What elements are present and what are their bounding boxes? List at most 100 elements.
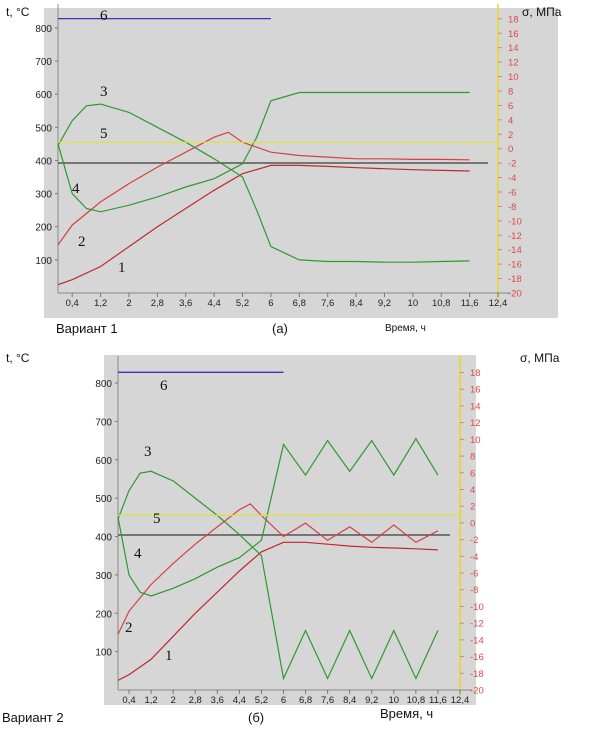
footer-panel-letter: (б) <box>248 710 264 725</box>
x-tick-label: 3,6 <box>211 695 224 706</box>
x-tick-label: 1,2 <box>94 298 107 309</box>
x-tick-label: 10,8 <box>407 695 426 706</box>
x-tick-label: 11,6 <box>429 695 447 706</box>
x-tick-label: 9,2 <box>378 298 391 309</box>
right-tick-label: -4 <box>508 173 516 184</box>
left-tick-label: 600 <box>35 90 52 101</box>
right-tick-label: -6 <box>470 569 478 580</box>
x-tick-label: 6,8 <box>293 298 306 309</box>
right-tick-label: 16 <box>508 29 519 40</box>
right-axis-title: σ, МПа <box>522 5 562 19</box>
right-tick-label: -20 <box>470 686 484 697</box>
left-tick-label: 500 <box>95 494 112 505</box>
x-axis-title: Время, ч <box>380 706 433 721</box>
plot-background <box>104 355 476 705</box>
left-tick-label: 100 <box>95 648 112 659</box>
left-tick-label: 200 <box>35 223 52 234</box>
series-label-1: 1 <box>165 648 173 664</box>
series-line-3 <box>117 470 439 681</box>
x-tick-label: 9,2 <box>365 695 378 706</box>
left-tick-label: 600 <box>95 456 112 467</box>
series-label-1: 1 <box>118 260 126 276</box>
x-tick-label: 10,8 <box>432 298 451 309</box>
x-axis-title: Время, ч <box>385 323 426 334</box>
right-tick-label: 4 <box>470 485 475 496</box>
series-label-5: 5 <box>100 126 108 142</box>
footer-panel-letter: (а) <box>272 321 288 336</box>
left-tick-label: 400 <box>95 533 112 544</box>
right-tick-label: -8 <box>508 202 516 213</box>
right-tick-label: 18 <box>470 368 481 379</box>
x-tick-label: 7,6 <box>321 695 334 706</box>
left-axis-title: t, °C <box>6 5 30 19</box>
series-line-4 <box>57 91 470 213</box>
left-tick-label: 700 <box>35 57 52 68</box>
right-tick-label: -10 <box>508 216 522 227</box>
left-tick-label: 800 <box>35 24 52 35</box>
right-tick-label: -2 <box>508 159 516 170</box>
right-tick-label: -12 <box>508 231 522 242</box>
right-tick-label: -2 <box>470 535 478 546</box>
series-line-3 <box>57 103 470 263</box>
right-tick-label: 2 <box>508 130 513 141</box>
right-tick-label: -14 <box>470 635 484 646</box>
x-tick-label: 10 <box>389 695 400 706</box>
right-tick-label: 14 <box>508 43 519 54</box>
left-tick-label: 700 <box>95 417 112 428</box>
right-tick-label: 10 <box>470 435 481 446</box>
series-label-2: 2 <box>78 234 86 250</box>
left-tick-label: 200 <box>95 609 112 620</box>
right-tick-label: 0 <box>470 518 475 529</box>
right-tick-label: 6 <box>508 101 513 112</box>
x-tick-label: 11,6 <box>461 298 479 309</box>
right-tick-label: 0 <box>508 144 513 155</box>
x-tick-label: 12,4 <box>451 695 470 706</box>
right-tick-label: -14 <box>508 245 522 256</box>
right-tick-label: -16 <box>508 260 522 271</box>
series-line-1 <box>117 541 438 681</box>
x-tick-label: 2 <box>171 695 176 706</box>
x-tick-label: 4,4 <box>233 695 246 706</box>
left-tick-label: 300 <box>35 190 52 201</box>
right-tick-label: 8 <box>508 86 513 97</box>
series-label-6: 6 <box>100 8 108 24</box>
right-tick-label: -10 <box>470 602 484 613</box>
right-tick-label: 8 <box>470 452 475 463</box>
series-label-5: 5 <box>153 511 161 527</box>
x-tick-label: 4,4 <box>208 298 221 309</box>
right-tick-label: 4 <box>508 115 513 126</box>
series-label-6: 6 <box>160 378 168 394</box>
series-line-1 <box>57 164 470 286</box>
x-tick-label: 6 <box>268 298 273 309</box>
right-tick-label: 2 <box>470 502 475 513</box>
series-line-4 <box>117 437 439 597</box>
right-tick-label: 18 <box>508 14 519 25</box>
chart-panel-b: 100200300400500600700800181614121086420-… <box>2 351 560 725</box>
x-tick-label: 8,4 <box>343 695 356 706</box>
right-tick-label: -18 <box>508 274 522 285</box>
x-tick-label: 2,8 <box>189 695 202 706</box>
x-tick-label: 0,4 <box>122 695 135 706</box>
x-tick-label: 3,6 <box>179 298 192 309</box>
left-tick-label: 400 <box>35 156 52 167</box>
x-tick-label: 2,8 <box>151 298 164 309</box>
series-label-2: 2 <box>125 620 133 636</box>
right-tick-label: 10 <box>508 72 519 83</box>
right-tick-label: -8 <box>470 585 478 596</box>
left-axis-title: t, °C <box>6 351 30 365</box>
right-tick-label: 12 <box>508 58 519 69</box>
x-tick-label: 8,4 <box>349 298 362 309</box>
right-tick-label: 16 <box>470 385 481 396</box>
right-tick-label: -20 <box>508 289 522 300</box>
x-tick-label: 0,4 <box>66 298 79 309</box>
x-tick-label: 12,4 <box>489 298 508 309</box>
right-tick-label: -12 <box>470 619 484 630</box>
left-tick-label: 300 <box>95 571 112 582</box>
left-tick-label: 500 <box>35 123 52 134</box>
left-tick-label: 100 <box>35 256 52 267</box>
footer-variant: Вариант 2 <box>2 710 64 725</box>
series-label-3: 3 <box>144 444 152 460</box>
right-tick-label: -4 <box>470 552 478 563</box>
right-tick-label: 12 <box>470 418 481 429</box>
